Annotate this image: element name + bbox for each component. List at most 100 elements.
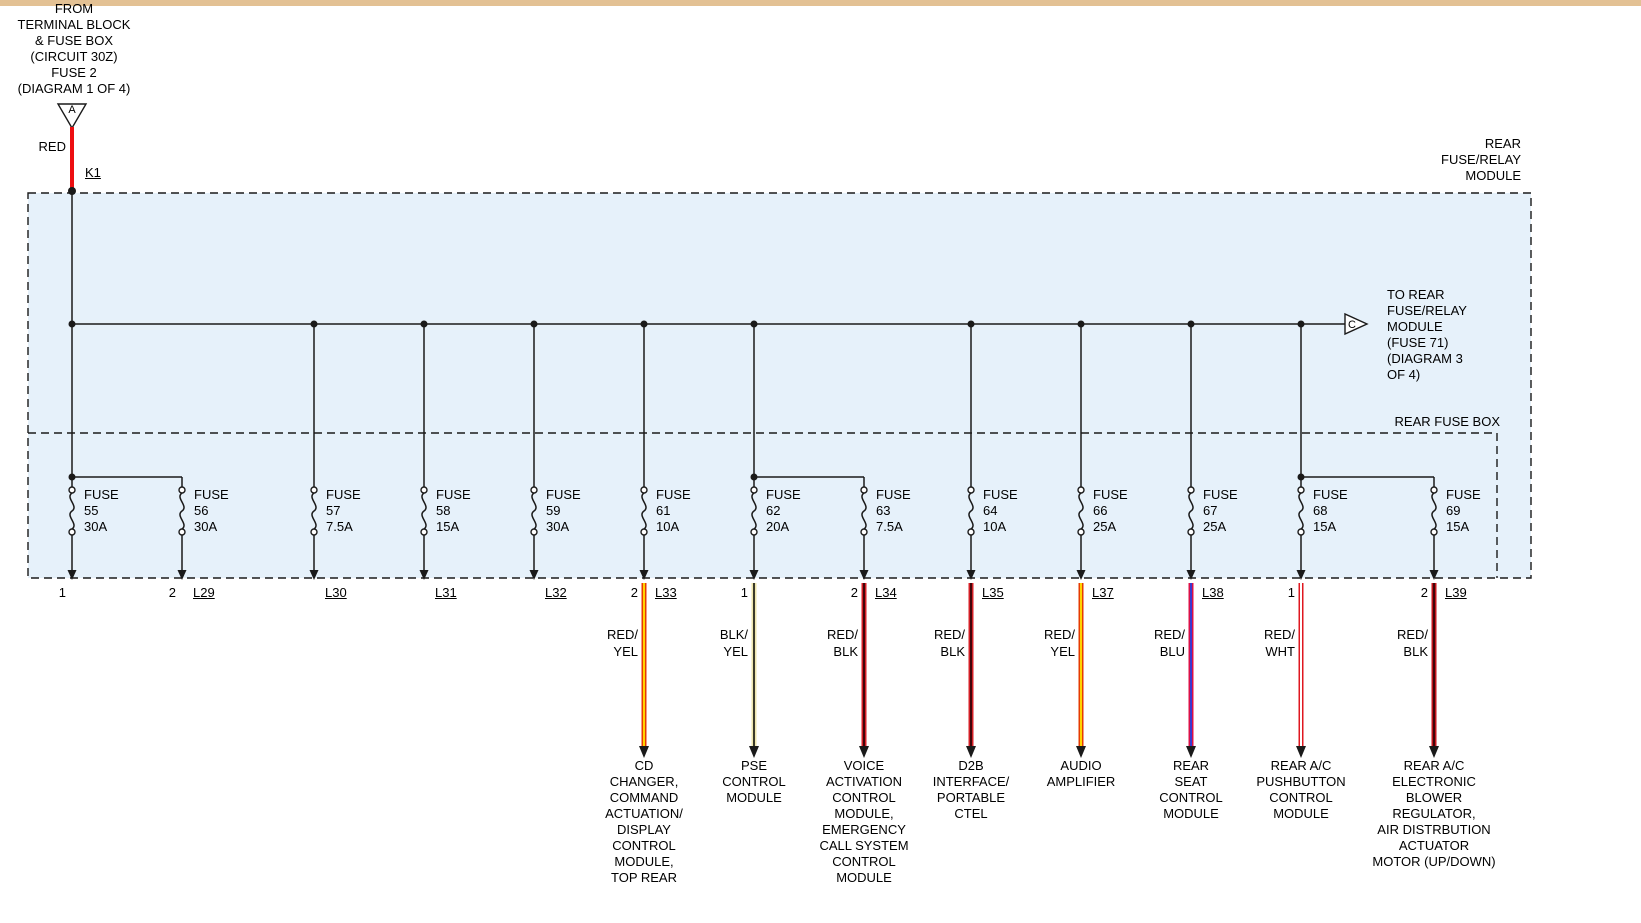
main-feed-line xyxy=(68,187,76,487)
wire-rear-seat xyxy=(1186,583,1196,758)
fuse-59-label: FUSE 59 30A xyxy=(546,487,581,535)
connector-label: L32 xyxy=(545,585,567,600)
fuse-name: FUSE xyxy=(546,487,581,502)
fuse-64-symbol xyxy=(966,324,976,580)
fuse-59-symbol xyxy=(529,324,539,580)
fuse-name: FUSE xyxy=(1203,487,1238,502)
fuse-amperage: 25A xyxy=(1203,519,1227,534)
fuse-58-symbol xyxy=(419,324,429,580)
wire-destination-label: AUDIO AMPLIFIER xyxy=(1046,758,1116,789)
wire-cd-changer xyxy=(639,583,649,758)
pin-number: 2 xyxy=(1420,585,1428,600)
fuse-name: FUSE xyxy=(766,487,801,502)
fuse-69-symbol xyxy=(1429,486,1439,580)
connector-label: L33 xyxy=(655,585,677,600)
fuse-name: FUSE xyxy=(656,487,691,502)
fuse-amperage: 15A xyxy=(1313,519,1337,534)
fuse-64-label: FUSE 64 10A xyxy=(983,487,1018,535)
module-outline xyxy=(27,192,1532,579)
fuse-56-label: FUSE 56 30A xyxy=(194,487,229,535)
connector-label: L29 xyxy=(193,585,215,600)
fuse-name: FUSE xyxy=(84,487,119,502)
wire-voice-activation xyxy=(859,583,869,758)
fuse-name: FUSE xyxy=(436,487,471,502)
bus-line xyxy=(68,320,1345,328)
wire-destination-label: PSE CONTROL MODULE xyxy=(722,758,786,805)
fuse-66-symbol xyxy=(1076,324,1086,580)
wire-color-label: RED/ YEL xyxy=(1043,627,1075,659)
fuse-number: 64 xyxy=(983,503,998,518)
wire-destination-label: VOICE ACTIVATION CONTROL MODULE, EMERGEN… xyxy=(819,758,909,885)
window-top-edge xyxy=(0,0,1641,6)
wire-color-label: RED/ BLK xyxy=(933,627,965,659)
wire-destination-label: D2B INTERFACE/ PORTABLE CTEL xyxy=(932,758,1010,821)
fuse-name: FUSE xyxy=(194,487,229,502)
fuse-63-label: FUSE 63 7.5A xyxy=(876,487,911,535)
fuse-number: 69 xyxy=(1446,503,1461,518)
fuse-67-symbol xyxy=(1186,324,1196,580)
fuse-number: 57 xyxy=(326,503,341,518)
feed-wire-color-label: RED xyxy=(38,139,66,154)
junction-label: K1 xyxy=(85,165,101,180)
fuse-amperage: 7.5A xyxy=(326,519,353,534)
wire-color-label: RED/ BLK xyxy=(1396,627,1428,659)
wire-pse xyxy=(749,583,759,758)
fuse-number: 58 xyxy=(436,503,451,518)
connector-label: L30 xyxy=(325,585,347,600)
wire-color-label: BLK/ YEL xyxy=(719,627,748,659)
pin-number: 2 xyxy=(850,585,858,600)
wire-destination-label: REAR A/C ELECTRONIC BLOWER REGULATOR, AI… xyxy=(1372,758,1496,869)
out-connector-letter: C xyxy=(1348,319,1356,331)
wire-destination-label: CD CHANGER, COMMAND ACTUATION/ DISPLAY C… xyxy=(605,758,683,885)
fuse-amperage: 15A xyxy=(436,519,460,534)
fuse-amperage: 30A xyxy=(84,519,108,534)
feed-wire-red xyxy=(70,127,74,191)
out-destination-label: TO REAR FUSE/RELAY MODULE (FUSE 71) (DIA… xyxy=(1387,287,1467,382)
fuse-number: 62 xyxy=(766,503,781,518)
fuse-name: FUSE xyxy=(326,487,361,502)
pin-number: 2 xyxy=(168,585,176,600)
fuse-62-symbol xyxy=(749,324,759,580)
fuse-68-label: FUSE 68 15A xyxy=(1313,487,1348,535)
fuse-amperage: 30A xyxy=(194,519,218,534)
fuse-name: FUSE xyxy=(876,487,911,502)
wire-audio-amp xyxy=(1076,583,1086,758)
fuse-amperage: 15A xyxy=(1446,519,1470,534)
wire-color-label: RED/ BLU xyxy=(1153,627,1185,659)
connector-label: L31 xyxy=(435,585,457,600)
module-title: REAR FUSE/RELAY MODULE xyxy=(1441,136,1521,183)
fuse-66-label: FUSE 66 25A xyxy=(1093,487,1128,535)
fuse-name: FUSE xyxy=(983,487,1018,502)
fuse-58-label: FUSE 58 15A xyxy=(436,487,471,535)
out-connector-triangle xyxy=(1344,312,1369,336)
fuse-number: 68 xyxy=(1313,503,1328,518)
wire-color-label: RED/ YEL xyxy=(606,627,638,659)
pin-number: 1 xyxy=(1287,585,1295,600)
fuse-55-label: FUSE 55 30A xyxy=(84,487,119,535)
connector-label: L38 xyxy=(1202,585,1224,600)
connector-label: L34 xyxy=(875,585,897,600)
pin-number: 1 xyxy=(58,585,66,600)
wire-blower-regulator xyxy=(1429,583,1439,758)
connector-label: L39 xyxy=(1445,585,1467,600)
fuse-number: 56 xyxy=(194,503,209,518)
fuse-69-label: FUSE 69 15A xyxy=(1446,487,1481,535)
fuse-amperage: 25A xyxy=(1093,519,1117,534)
fuse-amperage: 7.5A xyxy=(876,519,903,534)
fuse-name: FUSE xyxy=(1313,487,1348,502)
fuse-61-label: FUSE 61 10A xyxy=(656,487,691,535)
fuse-name: FUSE xyxy=(1093,487,1128,502)
fuse-57-label: FUSE 57 7.5A xyxy=(326,487,361,535)
source-label: FROM TERMINAL BLOCK & FUSE BOX (CIRCUIT … xyxy=(17,1,131,96)
branch-to-fuse56 xyxy=(68,473,183,487)
fuse-amperage: 10A xyxy=(983,519,1007,534)
wire-color-label: RED/ BLK xyxy=(826,627,858,659)
fuse-57-symbol xyxy=(309,324,319,580)
wire-color-label: RED/ WHT xyxy=(1263,627,1295,659)
fuse-68-symbol xyxy=(1296,324,1306,580)
fuse-63-symbol xyxy=(859,486,869,580)
fuse-number: 59 xyxy=(546,503,561,518)
fuse-amperage: 30A xyxy=(546,519,570,534)
